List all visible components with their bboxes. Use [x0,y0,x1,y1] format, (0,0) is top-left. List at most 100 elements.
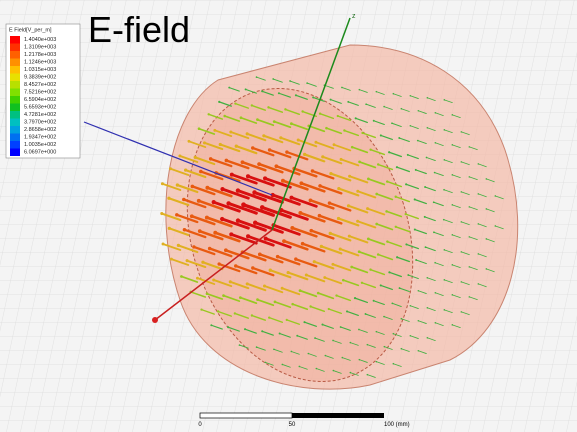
axis-label: z [352,13,356,20]
arrow-head [367,344,369,346]
arrow-head [452,174,454,176]
arrow-head [328,308,330,310]
legend-swatch [10,149,20,157]
arrow-head [325,355,327,357]
arrow-head [318,184,322,188]
axis-tip [152,317,158,323]
arrow-head [332,340,334,342]
arrow-head [299,181,303,185]
arrow-head [309,229,313,233]
arrow-head [401,348,403,350]
legend-swatch [10,104,20,112]
arrow-head [495,225,497,227]
arrow-head [273,120,276,123]
arrow-head [253,221,257,225]
arrow-head [321,155,324,158]
arrow-head [359,359,361,361]
arrow-head [343,129,345,131]
legend-swatch [10,59,20,67]
arrow-head [405,213,407,215]
arrow-head [418,350,420,352]
legend-swatch [10,66,20,74]
arrow-head [384,346,386,348]
arrow-head [261,90,263,92]
arrow-head [383,316,385,318]
arrow-head [301,110,303,112]
arrow-head [299,289,302,292]
arrow-head [251,104,253,106]
arrow-head [198,127,201,130]
arrow-head [373,120,375,122]
arrow-head [415,169,417,171]
arrow-head [444,279,446,281]
arrow-head [291,303,294,306]
arrow-head [305,273,308,276]
arrow-head [434,262,436,264]
arrow-head [284,108,286,110]
arrow-head [405,183,407,185]
legend-level: 1.0315e+003 [24,67,56,73]
arrow-head [401,108,403,110]
arrow-head [478,283,480,285]
arrow-head [209,157,212,160]
arrow-head [251,314,253,316]
arrow-head [225,159,229,163]
arrow-head [188,140,191,143]
arrow-head [220,217,224,221]
arrow-head [425,246,427,248]
arrow-head [169,167,172,170]
arrow-head [186,259,189,262]
arrow-head [380,134,382,136]
arrow-head [229,280,232,283]
arrow-head [361,132,363,134]
arrow-head [303,153,306,156]
legend-level: 1.9347e+002 [24,135,56,141]
legend-level: 6.0697e+000 [24,150,56,156]
arrow-head [396,166,398,168]
arrow-head [274,301,277,304]
arrow-head [246,282,249,285]
scale-bar-black [292,413,384,418]
legend-swatch [10,119,20,127]
legend-level: 1.2178e+003 [24,52,56,58]
arrow-head [469,206,471,208]
arrow-head [337,187,340,190]
arrow-head [393,333,395,335]
arrow-head [486,268,488,270]
arrow-head [312,96,314,98]
arrow-head [347,101,349,103]
arrow-head [424,216,426,218]
arrow-head [367,374,369,376]
arrow-head [356,190,359,193]
arrow-head [335,294,337,296]
arrow-head [367,238,370,241]
arrow-head [407,154,409,156]
arrow-head [224,248,228,252]
arrow-head [177,244,180,247]
arrow-head [329,232,332,235]
arrow-head [461,221,463,223]
arrow-head [325,127,328,130]
legend-title: E Field[V_per_m] [9,27,52,33]
arrow-head [230,173,234,177]
arrow-head [348,235,351,238]
arrow-head [317,292,320,295]
arrow-head [469,266,471,268]
arrow-head [435,142,437,144]
arrow-head [246,234,250,238]
arrow-head [444,99,446,101]
arrow-head [228,87,230,89]
legend-level: 5.6593e+002 [24,105,56,111]
arrow-head [306,82,308,84]
arrow-head [323,276,326,279]
arrow-head [356,220,359,223]
arrow-head [263,176,267,180]
arrow-head [354,297,356,299]
arrow-head [393,93,395,95]
legend-swatch [10,36,20,44]
arrow-head [377,253,380,256]
arrow-head [427,127,429,129]
arrow-head [218,101,220,103]
arrow-head [376,331,378,333]
arrow-head [234,102,236,104]
